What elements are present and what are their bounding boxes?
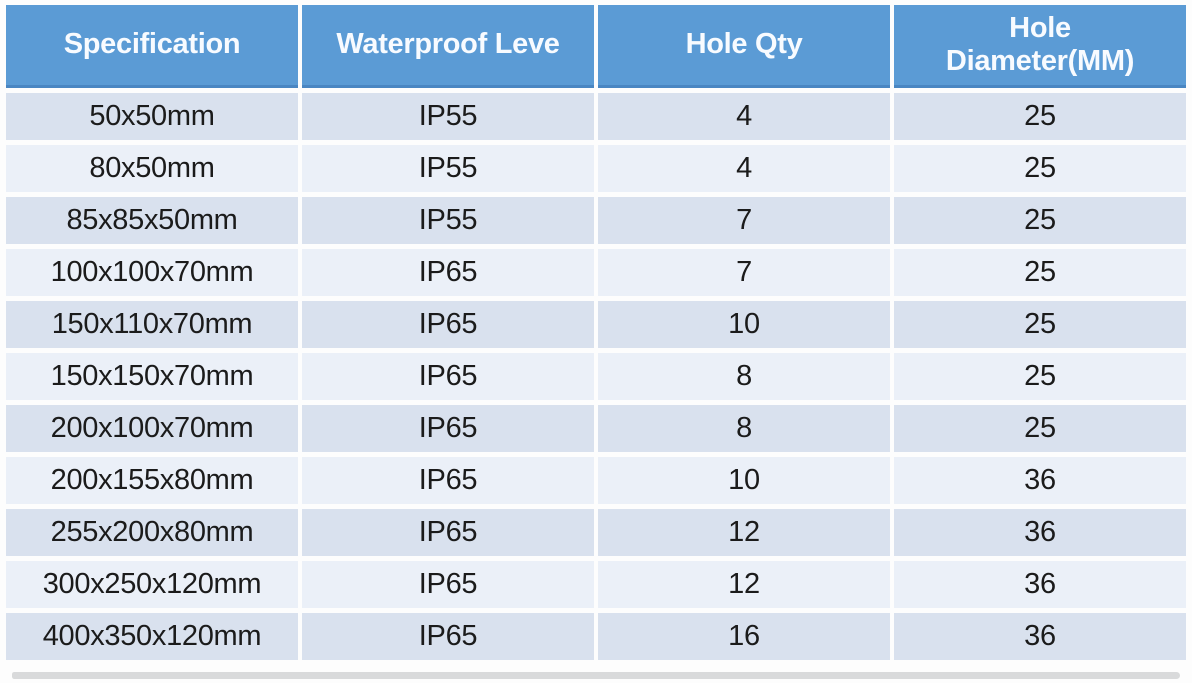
col-header-hole-qty: Hole Qty [598, 5, 890, 88]
spec-cell: 400x350x120mm [6, 613, 298, 660]
table-row: 150x110x70mm IP65 10 25 [6, 301, 1186, 348]
hole-diameter-cell: 25 [894, 145, 1186, 192]
col-header-waterproof-level-label: Waterproof Leve [336, 28, 560, 61]
hole-qty-cell: 16 [598, 613, 890, 660]
col-header-hole-diameter-label: Hole Diameter(MM) [945, 11, 1135, 77]
hole-qty-cell: 4 [598, 145, 890, 192]
spec-cell: 200x155x80mm [6, 457, 298, 504]
table-row: 400x350x120mm IP65 16 36 [6, 613, 1186, 660]
hole-diameter-cell: 25 [894, 249, 1186, 296]
table-row: 85x85x50mm IP55 7 25 [6, 197, 1186, 244]
header-row: Specification Waterproof Leve Hole Qty H… [6, 5, 1186, 88]
col-header-hole-diameter: Hole Diameter(MM) [894, 5, 1186, 88]
waterproof-cell: IP65 [302, 301, 594, 348]
hole-qty-cell: 10 [598, 457, 890, 504]
col-header-hole-qty-label: Hole Qty [685, 28, 803, 61]
hole-diameter-cell: 36 [894, 509, 1186, 556]
spec-cell: 85x85x50mm [6, 197, 298, 244]
table-row: 50x50mm IP55 4 25 [6, 93, 1186, 140]
spec-cell: 300x250x120mm [6, 561, 298, 608]
hole-qty-cell: 8 [598, 405, 890, 452]
waterproof-cell: IP65 [302, 509, 594, 556]
waterproof-cell: IP55 [302, 197, 594, 244]
waterproof-cell: IP65 [302, 613, 594, 660]
spec-cell: 100x100x70mm [6, 249, 298, 296]
hole-qty-cell: 4 [598, 93, 890, 140]
hole-qty-cell: 8 [598, 353, 890, 400]
waterproof-cell: IP65 [302, 405, 594, 452]
waterproof-cell: IP65 [302, 249, 594, 296]
spec-cell: 80x50mm [6, 145, 298, 192]
waterproof-cell: IP65 [302, 457, 594, 504]
hole-diameter-cell: 25 [894, 301, 1186, 348]
waterproof-cell: IP65 [302, 561, 594, 608]
waterproof-cell: IP55 [302, 93, 594, 140]
spec-cell: 150x150x70mm [6, 353, 298, 400]
table-row: 255x200x80mm IP65 12 36 [6, 509, 1186, 556]
hole-diameter-cell: 25 [894, 405, 1186, 452]
hole-diameter-cell: 36 [894, 457, 1186, 504]
spec-cell: 200x100x70mm [6, 405, 298, 452]
bottom-shadow [12, 672, 1180, 679]
hole-qty-cell: 7 [598, 249, 890, 296]
col-header-specification: Specification [6, 5, 298, 88]
spec-cell: 50x50mm [6, 93, 298, 140]
waterproof-cell: IP55 [302, 145, 594, 192]
table-row: 200x100x70mm IP65 8 25 [6, 405, 1186, 452]
col-header-waterproof-level: Waterproof Leve [302, 5, 594, 88]
hole-diameter-cell: 25 [894, 353, 1186, 400]
table-header: Specification Waterproof Leve Hole Qty H… [6, 5, 1186, 88]
col-header-specification-label: Specification [63, 28, 241, 61]
table-row: 200x155x80mm IP65 10 36 [6, 457, 1186, 504]
table-body: 50x50mm IP55 4 25 80x50mm IP55 4 25 85x8… [6, 93, 1186, 660]
table-row: 150x150x70mm IP65 8 25 [6, 353, 1186, 400]
table-row: 80x50mm IP55 4 25 [6, 145, 1186, 192]
hole-diameter-cell: 25 [894, 93, 1186, 140]
hole-qty-cell: 12 [598, 509, 890, 556]
specification-table: Specification Waterproof Leve Hole Qty H… [2, 0, 1190, 665]
spec-cell: 150x110x70mm [6, 301, 298, 348]
hole-diameter-cell: 36 [894, 613, 1186, 660]
waterproof-cell: IP65 [302, 353, 594, 400]
hole-qty-cell: 7 [598, 197, 890, 244]
hole-qty-cell: 10 [598, 301, 890, 348]
table-row: 100x100x70mm IP65 7 25 [6, 249, 1186, 296]
table-row: 300x250x120mm IP65 12 36 [6, 561, 1186, 608]
spec-cell: 255x200x80mm [6, 509, 298, 556]
hole-diameter-cell: 36 [894, 561, 1186, 608]
hole-qty-cell: 12 [598, 561, 890, 608]
hole-diameter-cell: 25 [894, 197, 1186, 244]
